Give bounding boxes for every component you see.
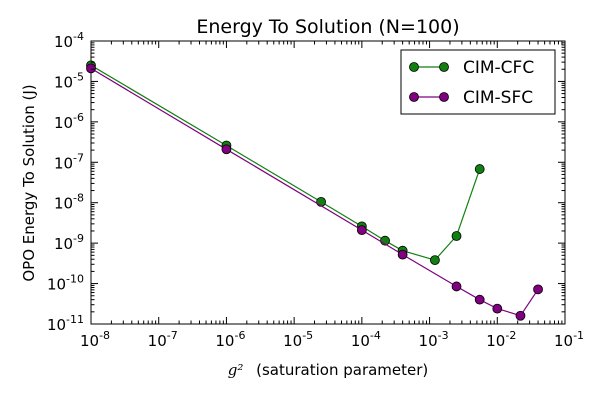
y-tick-label: 10-7 xyxy=(54,151,84,172)
data-point xyxy=(356,225,367,236)
legend-label: CIM-CFC xyxy=(463,58,534,78)
plot-frame xyxy=(90,40,566,325)
x-tick-label: 10-6 xyxy=(215,329,245,350)
data-point xyxy=(397,249,408,260)
y-tick-label: 10-4 xyxy=(54,30,84,51)
x-tick-label: 10-5 xyxy=(283,329,313,350)
legend-marker xyxy=(409,92,419,102)
data-point xyxy=(451,281,462,292)
data-point xyxy=(86,63,96,74)
data-point xyxy=(316,196,326,207)
x-axis-text: (saturation parameter) xyxy=(256,361,428,379)
y-tick-label: 10-10 xyxy=(47,273,84,294)
x-axis-label: g² (saturation parameter) xyxy=(228,361,429,379)
legend-label: CIM-SFC xyxy=(463,88,533,108)
data-point xyxy=(492,303,503,314)
x-tick-label: 10-2 xyxy=(486,329,516,350)
legend-item-cim-sfc: CIM-SFC xyxy=(409,88,533,108)
legend-marker xyxy=(439,92,449,102)
plot-area xyxy=(86,40,566,325)
legend: CIM-CFC CIM-SFC xyxy=(400,49,556,115)
x-tick-label: 10-8 xyxy=(80,329,110,350)
data-point xyxy=(451,231,462,241)
x-tick-labels: 10-8 10-7 10-6 10-5 10-4 10-3 10-2 10-1 xyxy=(80,329,584,350)
y-tick-label: 10-8 xyxy=(54,192,84,213)
series-layer xyxy=(86,60,543,321)
data-point xyxy=(474,164,485,174)
y-tick-labels: 10-11 10-10 10-9 10-8 10-7 10-6 10-5 10-4 xyxy=(47,30,84,334)
legend-marker xyxy=(409,62,419,72)
x-tick-label: 10-1 xyxy=(554,329,584,350)
series-cim-sfc xyxy=(86,63,543,321)
chart-title: Energy To Solution (N=100) xyxy=(196,16,459,38)
y-tick-label: 10-11 xyxy=(47,313,84,334)
x-tick-label: 10-4 xyxy=(351,329,381,350)
y-tick-label: 10-9 xyxy=(54,232,84,253)
data-point xyxy=(533,284,543,295)
data-point xyxy=(515,310,526,321)
data-point xyxy=(430,255,440,266)
y-axis-label: OPO Energy To Solution (J) xyxy=(20,84,38,281)
y-tick-label: 10-6 xyxy=(54,111,84,132)
data-point xyxy=(474,294,485,305)
x-axis-symbol: g² xyxy=(228,361,244,379)
x-tick-label: 10-3 xyxy=(419,329,449,350)
legend-marker xyxy=(439,62,449,72)
legend-frame xyxy=(400,49,556,115)
x-tick-label: 10-7 xyxy=(148,329,178,350)
tick-layer xyxy=(90,41,565,325)
y-tick-label: 10-5 xyxy=(54,70,84,91)
legend-item-cim-cfc: CIM-CFC xyxy=(409,58,534,78)
data-point xyxy=(221,144,232,155)
